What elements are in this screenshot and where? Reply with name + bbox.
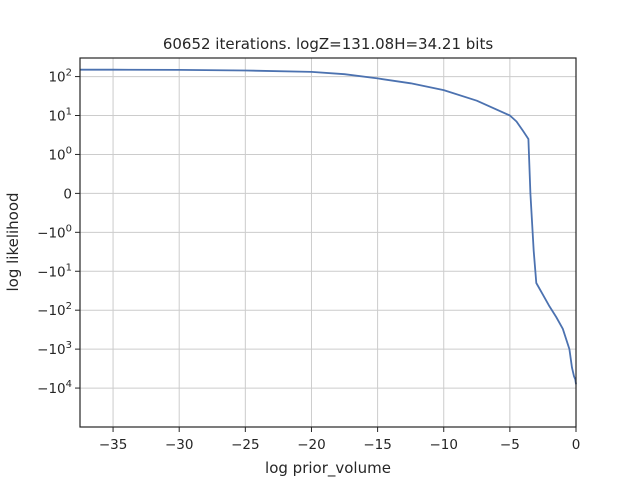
x-tick-label: −20 [297, 437, 326, 453]
x-axis: −35 −30 −25 −20 −15 −10 −5 0 [99, 427, 580, 453]
plot-frame [79, 57, 577, 428]
y-tick-label: −103 [37, 340, 72, 358]
y-tick-label: −102 [37, 301, 72, 319]
y-axis-label: log likelihood [4, 192, 22, 291]
x-axis-label: log prior_volume [265, 459, 391, 478]
y-tick-label: −101 [37, 262, 72, 280]
y-tick-label: 102 [48, 68, 72, 86]
x-tick-label: −10 [429, 437, 458, 453]
grid-lines [80, 58, 577, 427]
x-tick-label: −25 [231, 437, 260, 453]
x-tick-label: 0 [572, 437, 581, 453]
y-tick-label: 101 [48, 107, 72, 125]
chart-title: 60652 iterations. logZ=131.08H=34.21 bit… [163, 35, 494, 53]
x-tick-label: −35 [99, 437, 128, 453]
y-tick-label: 0 [63, 186, 72, 202]
x-tick-label: −5 [500, 437, 520, 453]
y-tick-label: −100 [37, 223, 72, 241]
x-tick-label: −15 [363, 437, 392, 453]
y-tick-label: −104 [37, 379, 72, 397]
series-line-0 [80, 68, 577, 385]
y-axis: 102 101 100 0 −100 −101 −102 −103 −104 [37, 68, 80, 397]
y-tick-label: 100 [48, 145, 72, 163]
series-layer [80, 68, 577, 385]
x-tick-label: −30 [165, 437, 194, 453]
